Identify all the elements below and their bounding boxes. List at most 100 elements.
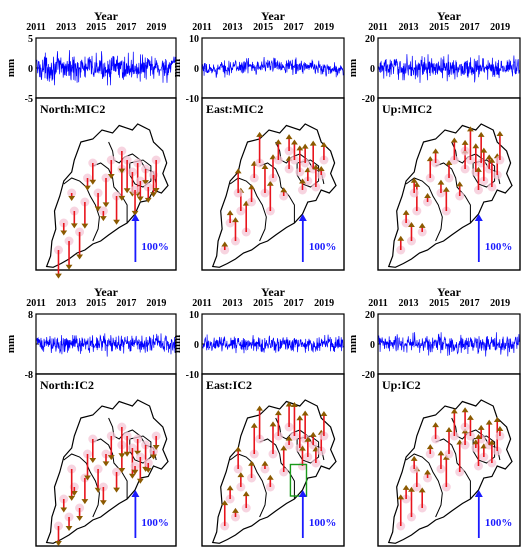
station-vector-head bbox=[123, 188, 131, 194]
x-tick-label: 2015 bbox=[429, 22, 449, 33]
y-tick-label: 10 bbox=[189, 310, 199, 321]
y-tick-label: -20 bbox=[362, 94, 375, 105]
x-axis-title: Year bbox=[261, 285, 286, 299]
map-frame bbox=[201, 97, 345, 271]
x-tick-label: 2019 bbox=[314, 298, 334, 309]
station-vector-head bbox=[60, 230, 68, 236]
station-vector-head bbox=[81, 499, 89, 505]
station-vector-head bbox=[402, 484, 410, 490]
x-tick-label: 2011 bbox=[368, 22, 387, 33]
station-vector-head bbox=[467, 126, 474, 132]
station-vector-head bbox=[261, 460, 269, 466]
x-tick-label: 2013 bbox=[56, 22, 76, 33]
panel-4: Year 2011 2013 2015 2017 2019 8 -8 mm North:IC2 10… bbox=[5, 285, 177, 547]
station-vector-head bbox=[410, 455, 418, 461]
station-vector-head bbox=[118, 168, 126, 174]
map-label: North:IC2 bbox=[40, 378, 94, 392]
district-boundary bbox=[405, 453, 443, 518]
station-vector-head bbox=[296, 415, 304, 421]
station-vector-head bbox=[285, 401, 293, 407]
y-tick-label: 0 bbox=[28, 64, 33, 75]
series-line bbox=[36, 333, 176, 357]
scale-arrow-head bbox=[131, 214, 140, 221]
station-vector-head bbox=[84, 475, 91, 481]
station-vector-head bbox=[89, 457, 97, 463]
station-vector-head bbox=[131, 469, 139, 475]
map-label: Up:MIC2 bbox=[382, 102, 432, 116]
x-axis-title: Year bbox=[94, 285, 119, 299]
station-vector-head bbox=[299, 178, 306, 184]
station-vector-head bbox=[129, 473, 136, 479]
y-tick-label: 8 bbox=[28, 310, 33, 321]
map-label: East:MIC2 bbox=[206, 102, 263, 116]
scale-arrow-head bbox=[298, 490, 307, 497]
station-vector-head bbox=[285, 435, 293, 441]
district-boundary bbox=[92, 438, 128, 499]
station-vector-head bbox=[237, 472, 245, 478]
district-boundary bbox=[259, 438, 295, 499]
map-label: East:IC2 bbox=[206, 378, 252, 392]
station-vector-head bbox=[152, 445, 160, 451]
district-boundary bbox=[229, 453, 267, 518]
highlight-box bbox=[289, 463, 308, 497]
x-axis-title: Year bbox=[261, 9, 286, 23]
scale-arrow-label: 100% bbox=[309, 241, 337, 253]
station-vector-head bbox=[299, 445, 306, 451]
scale-arrow-head bbox=[474, 214, 483, 221]
y-axis-title: mm bbox=[171, 335, 183, 353]
station-vector-head bbox=[118, 453, 126, 459]
station-vector-head bbox=[256, 131, 263, 137]
station-vector-head bbox=[113, 487, 120, 493]
y-tick-label: 20 bbox=[365, 310, 375, 321]
scale-arrow-label: 100% bbox=[141, 241, 169, 253]
province-outline bbox=[211, 399, 337, 544]
station-vector-head bbox=[424, 193, 431, 199]
station-vector-head bbox=[456, 181, 464, 187]
station-vector-head bbox=[242, 491, 250, 497]
x-tick-label: 2011 bbox=[192, 298, 211, 309]
station-vector-head bbox=[70, 223, 78, 229]
x-axis-title: Year bbox=[437, 9, 462, 23]
station-vector-head bbox=[442, 186, 450, 192]
station-vector-head bbox=[134, 450, 142, 456]
scale-arrow-head bbox=[474, 490, 483, 497]
station-vector-head bbox=[65, 526, 73, 532]
y-tick-label: 0 bbox=[370, 64, 375, 75]
x-tick-label: 2019 bbox=[314, 22, 334, 33]
station-vector-head bbox=[68, 196, 76, 202]
station-vector-head bbox=[496, 425, 504, 431]
station-vector-head bbox=[397, 494, 405, 500]
station-vector-head bbox=[280, 445, 288, 451]
station-vector-head bbox=[102, 202, 110, 208]
scale-arrow-head bbox=[131, 490, 140, 497]
station-vector-head bbox=[426, 156, 434, 162]
station-vector-head bbox=[226, 210, 234, 216]
station-vector-head bbox=[248, 184, 255, 190]
province-outline bbox=[45, 123, 169, 268]
station-vector-head bbox=[113, 219, 120, 225]
station-vector-head bbox=[432, 148, 439, 154]
station-vector-head bbox=[68, 495, 76, 501]
panel-1: Year 2011 2013 2015 2017 2019 5 0 -5 mm North:MIC2… bbox=[5, 9, 177, 279]
station-vector-head bbox=[81, 223, 89, 229]
x-tick-label: 2017 bbox=[284, 298, 304, 309]
station-vector-head bbox=[269, 421, 277, 427]
map-label: North:MIC2 bbox=[40, 102, 105, 116]
station-vector-head bbox=[102, 461, 110, 467]
station-vector-head bbox=[226, 485, 234, 491]
station-vector-head bbox=[118, 195, 126, 201]
x-tick-label: 2019 bbox=[146, 22, 166, 33]
station-vector-head bbox=[488, 439, 496, 445]
station-vector-head bbox=[123, 451, 131, 457]
station-vector-head bbox=[280, 187, 288, 193]
station-vector-head bbox=[496, 131, 504, 137]
x-tick-label: 2015 bbox=[253, 22, 273, 33]
station-vector-head bbox=[432, 422, 439, 428]
station-vector-head bbox=[413, 181, 421, 187]
x-tick-label: 2017 bbox=[116, 298, 136, 309]
x-tick-label: 2019 bbox=[490, 22, 510, 33]
station-vector-head bbox=[320, 142, 328, 148]
station-vector-head bbox=[320, 410, 328, 416]
station-vector-head bbox=[475, 166, 482, 172]
